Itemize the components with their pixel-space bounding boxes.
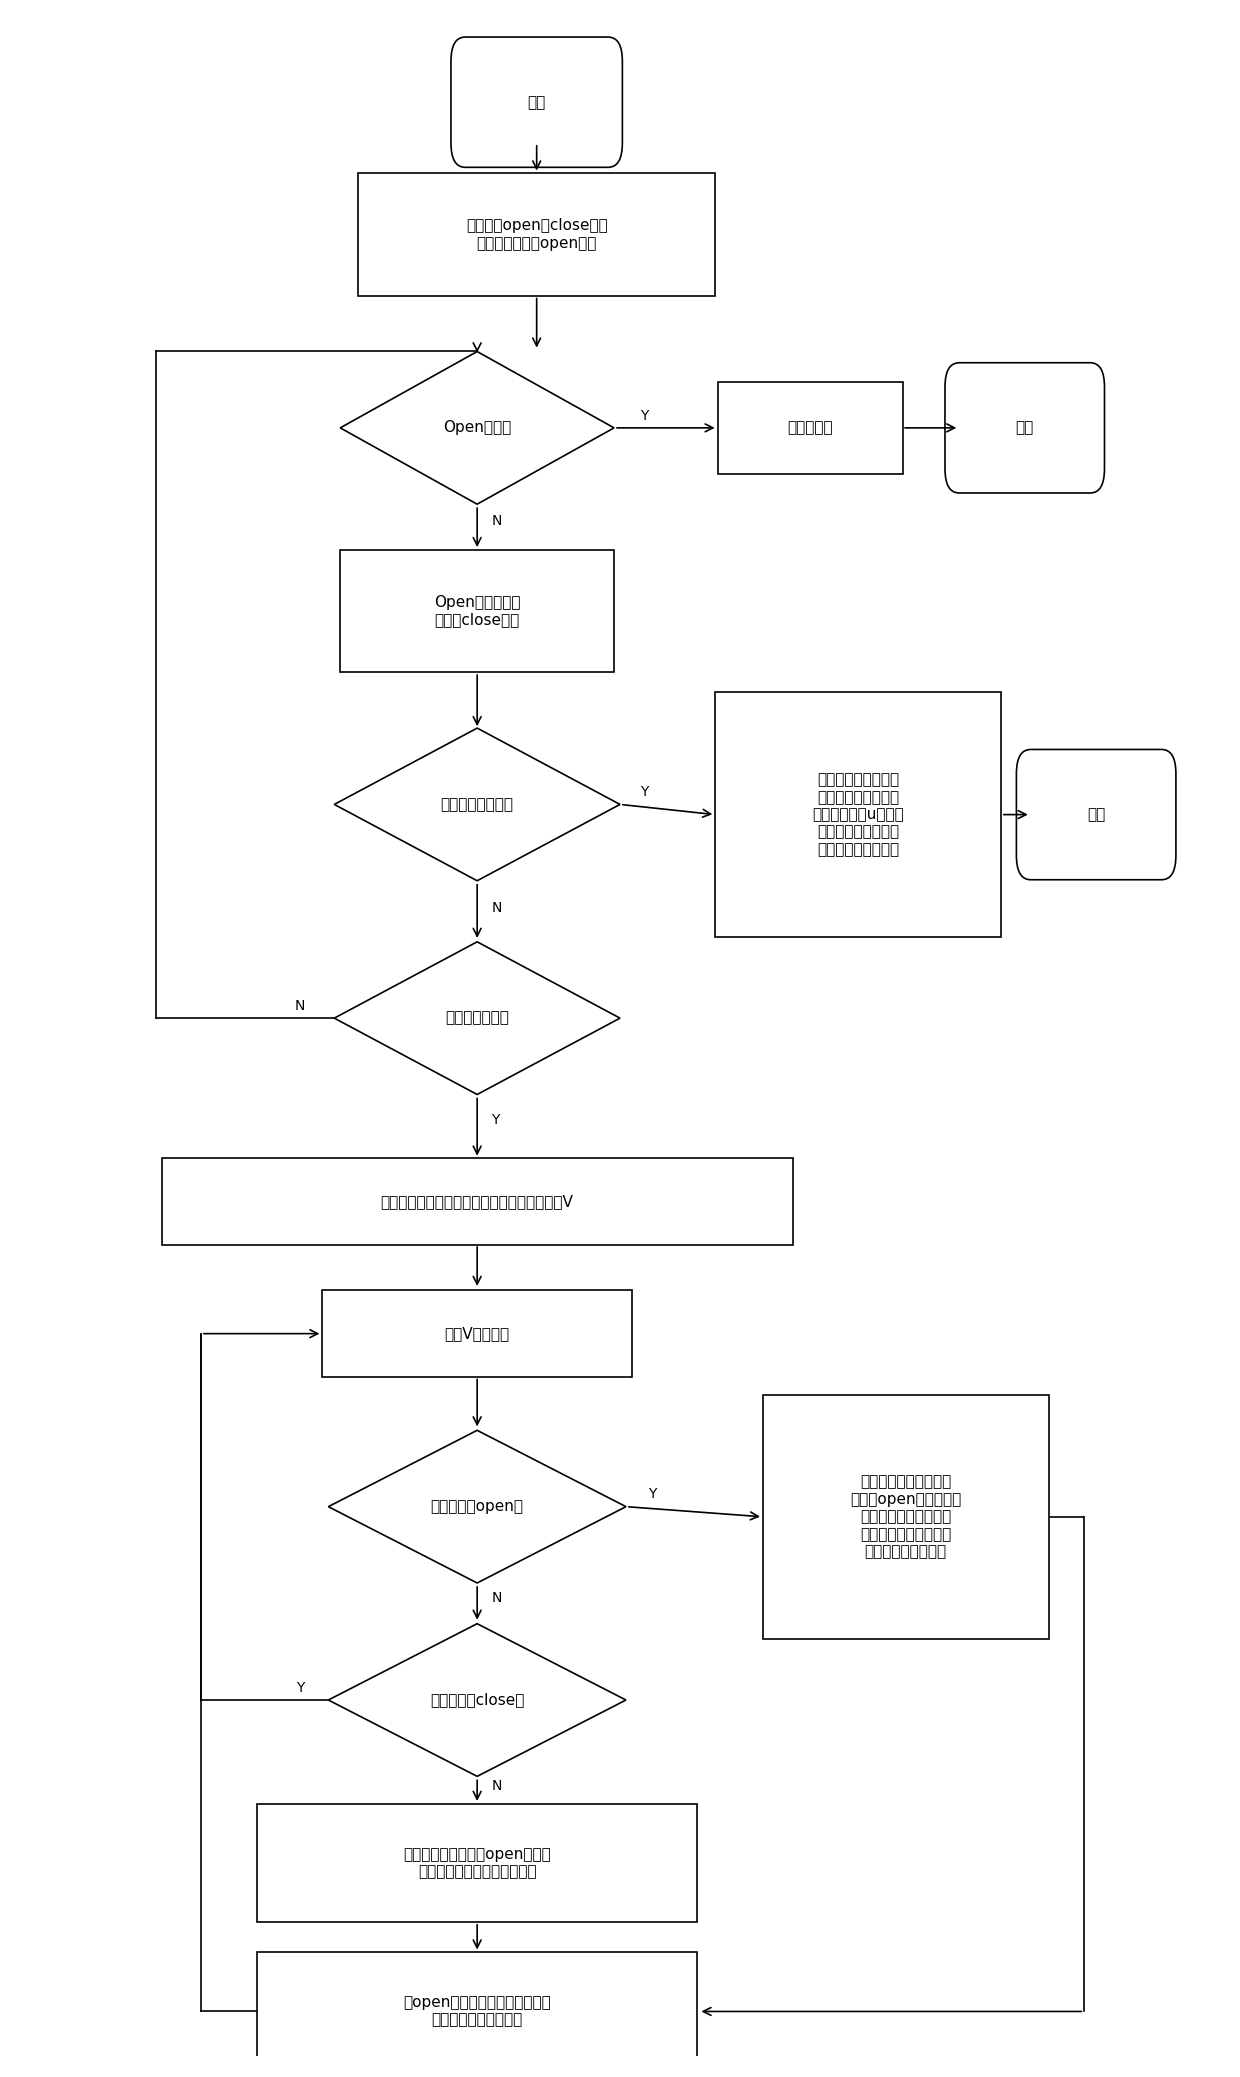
FancyBboxPatch shape [763,1396,1049,1639]
FancyBboxPatch shape [715,692,1001,937]
FancyBboxPatch shape [340,550,614,673]
Text: 扩展头节点，将可扩展节点构成节点构成集合V: 扩展头节点，将可扩展节点构成节点构成集合V [381,1194,574,1209]
Polygon shape [340,351,614,505]
FancyBboxPatch shape [945,363,1105,492]
Polygon shape [329,1431,626,1583]
FancyBboxPatch shape [358,174,715,295]
Text: Y: Y [491,1113,500,1128]
Text: Y: Y [296,1680,305,1695]
Text: 对open表中所有节点按照其估价
函数值的大小逆增排序: 对open表中所有节点按照其估价 函数值的大小逆增排序 [403,1996,551,2027]
Text: Open表头中头节
点放入close表中: Open表头中头节 点放入close表中 [434,594,521,627]
Text: 比较可扩展节点的估价
函数和open中该节点的
估价函数大小，若前者
小则更新其父节点和估
价函数，否则不操作: 比较可扩展节点的估价 函数和open中该节点的 估价函数大小，若前者 小则更新其… [851,1475,961,1560]
Text: 头节点能否扩展: 头节点能否扩展 [445,1011,510,1026]
Text: Y: Y [649,1487,656,1502]
FancyBboxPatch shape [257,1952,697,2071]
Text: Open表为空: Open表为空 [443,420,511,436]
Text: 生成空的open、close表，
将起始节点放入open表中: 生成空的open、close表， 将起始节点放入open表中 [466,218,608,251]
FancyBboxPatch shape [1017,750,1176,881]
Text: 没找到路径: 没找到路径 [787,420,833,436]
Text: 结束: 结束 [1016,420,1034,436]
Polygon shape [335,729,620,881]
Text: N: N [491,1591,502,1606]
Text: Y: Y [640,785,649,800]
Text: 结束: 结束 [1087,808,1105,822]
FancyBboxPatch shape [451,37,622,168]
Polygon shape [329,1624,626,1776]
Text: Y: Y [640,409,649,422]
FancyBboxPatch shape [322,1290,632,1377]
Text: N: N [491,1778,502,1792]
Text: 可扩展点在open中: 可扩展点在open中 [430,1500,523,1514]
Text: 开始: 开始 [527,96,546,110]
Text: 可扩展点在close中: 可扩展点在close中 [430,1693,525,1707]
Text: 遍历V中的节点: 遍历V中的节点 [445,1325,510,1342]
Polygon shape [335,941,620,1095]
FancyBboxPatch shape [257,1803,697,1921]
Text: 判断其是否存在父指
针，若存在父指针，
则通过头节点u的父指
针，一直遍历到起始
节点，找到最优路径: 判断其是否存在父指 针，若存在父指针， 则通过头节点u的父指 针，一直遍历到起始… [812,773,904,858]
Text: N: N [491,901,502,916]
FancyBboxPatch shape [718,382,903,474]
Text: N: N [294,999,305,1014]
Text: N: N [491,515,502,528]
Text: 头节点为目标节点: 头节点为目标节点 [440,798,513,812]
Text: 将该可扩展节点加入open表中，
计算该可扩展节点的估价函数: 将该可扩展节点加入open表中， 计算该可扩展节点的估价函数 [403,1846,551,1880]
FancyBboxPatch shape [161,1157,792,1244]
